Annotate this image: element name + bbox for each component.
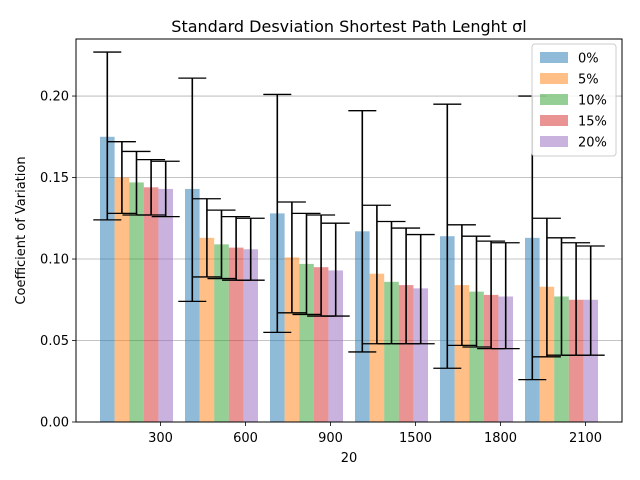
bar (100, 136, 115, 422)
legend-label: 20% (578, 136, 607, 151)
bar (328, 270, 343, 422)
bar (483, 294, 499, 422)
x-tick-label: 900 (318, 431, 343, 446)
bar (158, 188, 173, 422)
bar (143, 187, 159, 422)
bar (284, 257, 300, 422)
y-axis-label: Coefficient of Variation (14, 156, 29, 304)
bar (228, 247, 244, 422)
chart-title: Standard Desviation Shortest Path Lenght… (171, 17, 526, 36)
legend-box (531, 43, 617, 157)
legend-label: 15% (578, 115, 607, 130)
bar (384, 281, 399, 422)
bar (185, 188, 200, 422)
y-tick-label: 0.15 (40, 171, 69, 186)
y-tick-label: 0.05 (40, 334, 69, 349)
bar (199, 237, 215, 422)
legend-swatch (540, 52, 568, 63)
legend-label: 10% (578, 94, 607, 109)
y-tick-label: 0.10 (40, 253, 69, 268)
x-tick-label: 600 (233, 431, 258, 446)
x-tick-label: 300 (148, 431, 173, 446)
bar (568, 299, 584, 422)
x-tick-label: 1500 (399, 431, 432, 446)
bar (554, 296, 569, 422)
legend-label: 0% (578, 52, 599, 67)
y-axis: 0.00 0.05 0.10 0.15 0.20 (40, 90, 76, 431)
x-tick-label: 2100 (569, 431, 602, 446)
legend-swatch (540, 115, 568, 126)
x-axis-label: 20 (341, 451, 358, 466)
x-tick-label: 1800 (484, 431, 517, 446)
x-axis: 300 600 900 1500 1800 2100 (148, 422, 602, 446)
y-tick-label: 0.00 (40, 416, 69, 431)
bar (469, 291, 484, 422)
bar (369, 273, 385, 422)
bar (129, 182, 144, 422)
bar (313, 267, 329, 422)
bar (454, 285, 470, 422)
bar (498, 296, 513, 422)
bar-layer (100, 136, 598, 422)
legend-swatch (540, 94, 568, 105)
bar (583, 299, 598, 422)
plot-frame (75, 38, 623, 423)
legend-swatch (540, 136, 568, 147)
y-tick-label: 0.20 (40, 90, 69, 105)
legend-swatch (540, 73, 568, 84)
bar (114, 177, 130, 422)
legend-label: 5% (578, 73, 599, 88)
bar (214, 244, 229, 422)
bar (243, 249, 258, 422)
bar (299, 263, 314, 422)
bar (413, 288, 428, 422)
bar (398, 285, 414, 422)
legend: 0% 5% 10% 15% 20% (531, 43, 617, 157)
